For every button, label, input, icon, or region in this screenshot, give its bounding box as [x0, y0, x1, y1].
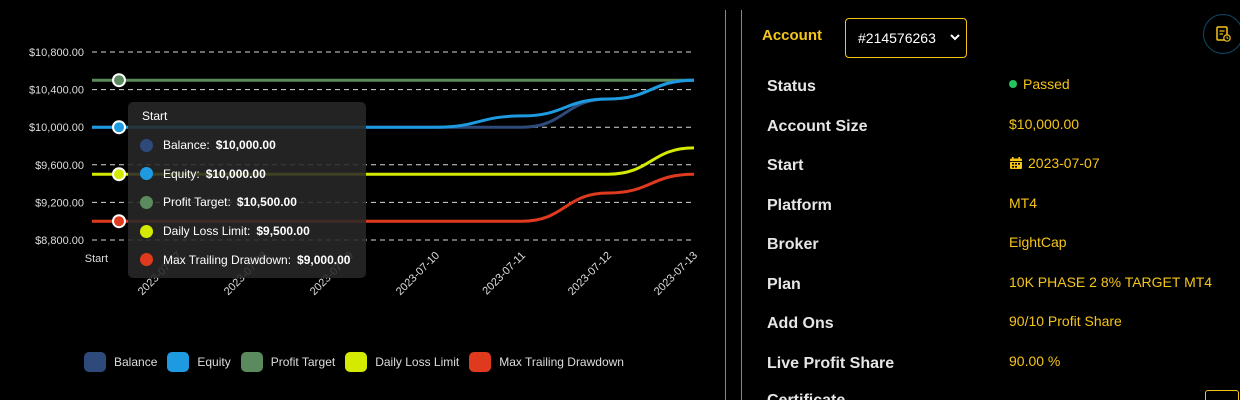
y-tick-label: $8,800.00 [35, 235, 84, 247]
legend-swatch [469, 352, 492, 372]
legend-item-balance[interactable]: Balance [84, 352, 157, 372]
legend-label: Max Trailing Drawdown [499, 355, 624, 369]
info-value: MT4 [1009, 195, 1037, 211]
tooltip-row: Balance: $10,000.00 [136, 131, 358, 160]
tooltip-label: Equity: [163, 166, 200, 181]
info-value: EightCap [1009, 234, 1067, 250]
tooltip-value: $10,000.00 [205, 166, 266, 181]
info-value: 2023-07-07 [1009, 155, 1100, 171]
y-tick-label: $10,800.00 [29, 47, 84, 59]
legend-item-max-trailing-drawdown[interactable]: Max Trailing Drawdown [469, 352, 624, 372]
x-tick-label: 2023-07-10 [394, 250, 442, 298]
x-tick-label: Start [85, 253, 108, 265]
tooltip-value: $10,500.00 [236, 195, 297, 210]
chevron-down-icon [950, 34, 960, 41]
data-point-max-trailing-drawdown [112, 214, 126, 229]
legend-label: Daily Loss Limit [375, 355, 460, 369]
info-row-broker: Broker EightCap [767, 234, 1237, 260]
info-key: Add Ons [767, 315, 834, 332]
tooltip-row: Equity: $10,000.00 [136, 160, 358, 189]
account-label: Account [762, 27, 822, 44]
info-row-live-profit-share: Live Profit Share 90.00 % [767, 353, 1237, 379]
legend-label: Profit Target [270, 355, 336, 369]
info-row-account-size: Account Size $10,000.00 [767, 116, 1237, 142]
report-button[interactable] [1203, 14, 1240, 54]
info-row-platform: Platform MT4 [767, 195, 1237, 221]
y-tick-label: $9,600.00 [35, 160, 84, 172]
tooltip-dot [140, 138, 153, 152]
tooltip-dot [140, 253, 153, 267]
status-dot [1009, 80, 1017, 88]
info-key: Start [767, 157, 804, 174]
account-select[interactable]: #214576263 [845, 18, 967, 58]
info-value: 90.00 % [1009, 353, 1061, 369]
tooltip-label: Max Trailing Drawdown: [163, 252, 292, 267]
info-key: Platform [767, 197, 832, 214]
chart-legend: Balance Equity Profit Target Daily Loss … [84, 352, 634, 372]
tooltip-dot [140, 224, 153, 238]
document-clock-icon [1216, 26, 1231, 42]
data-point-daily-loss-limit [112, 167, 126, 182]
y-tick-label: $9,200.00 [35, 197, 84, 209]
legend-swatch [167, 352, 190, 372]
info-row-status: Status Passed [767, 76, 1237, 102]
legend-swatch [84, 352, 106, 372]
info-value: $10,000.00 [1009, 116, 1080, 132]
status-text: Passed [1023, 76, 1070, 92]
calendar-icon [1010, 157, 1022, 169]
start-date: 2023-07-07 [1028, 155, 1100, 171]
tooltip-label: Daily Loss Limit: [163, 224, 251, 239]
legend-swatch [345, 352, 368, 372]
info-key: Account Size [767, 118, 868, 135]
info-key: Plan [767, 276, 801, 293]
tooltip-label: Profit Target: [163, 195, 231, 210]
certificate-button[interactable] [1205, 390, 1239, 400]
tooltip-value: $9,500.00 [256, 224, 310, 239]
panel-divider [741, 10, 742, 400]
tooltip-value: $9,000.00 [297, 252, 351, 267]
account-select-value: #214576263 [858, 30, 936, 46]
info-key-certificate: Certificate [767, 392, 845, 400]
tooltip-dot [140, 195, 153, 209]
legend-label: Balance [114, 355, 158, 369]
panel-divider [725, 10, 726, 400]
legend-item-equity[interactable]: Equity [167, 352, 231, 372]
legend-swatch [240, 352, 263, 372]
tooltip-label: Balance: [163, 138, 210, 153]
tooltip-dot [140, 167, 153, 181]
info-row-start: Start 2023-07-07 [767, 155, 1237, 181]
chart-tooltip: Start Balance: $10,000.00 Equity: $10,00… [128, 102, 366, 278]
tooltip-row: Profit Target: $10,500.00 [136, 188, 358, 217]
info-value: 90/10 Profit Share [1009, 313, 1122, 329]
y-tick-label: $10,400.00 [29, 85, 84, 97]
legend-label: Equity [197, 355, 231, 369]
legend-item-profit-target[interactable]: Profit Target [240, 352, 336, 372]
tooltip-row: Daily Loss Limit: $9,500.00 [136, 217, 358, 246]
info-key: Live Profit Share [767, 355, 895, 372]
info-value: Passed [1009, 76, 1070, 92]
y-tick-label: $10,000.00 [29, 122, 84, 134]
data-point-equity [112, 120, 126, 135]
info-row-plan: Plan 10K PHASE 2 8% TARGET MT4 [767, 274, 1237, 300]
x-tick-label: 2023-07-12 [566, 250, 614, 298]
info-key: Broker [767, 236, 819, 253]
info-row-add-ons: Add Ons 90/10 Profit Share [767, 313, 1237, 339]
data-point-profit-target [112, 73, 126, 88]
info-key: Status [767, 78, 816, 95]
legend-item-daily-loss-limit[interactable]: Daily Loss Limit [345, 352, 459, 372]
info-value: 10K PHASE 2 8% TARGET MT4 [1009, 274, 1213, 290]
chart-panel: $10,800.00 $10,400.00 $10,000.00 $9,600.00 $… [29, 47, 700, 372]
tooltip-title: Start [142, 109, 168, 123]
tooltip-row: Max Trailing Drawdown: $9,000.00 [136, 245, 358, 274]
x-tick-label: 2023-07-13 [652, 250, 700, 298]
x-tick-label: 2023-07-11 [480, 250, 528, 298]
tooltip-value: $10,000.00 [215, 138, 276, 153]
